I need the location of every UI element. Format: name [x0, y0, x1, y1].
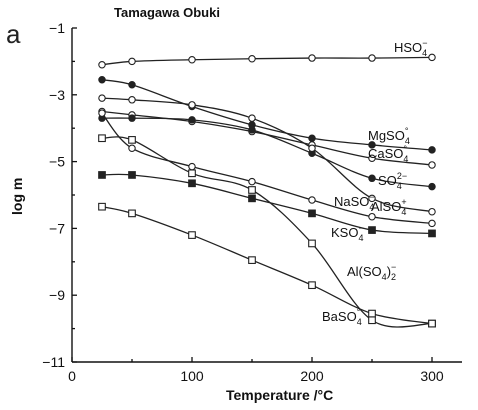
data-point: [368, 309, 376, 318]
data-point: [128, 81, 136, 89]
y-tick-label: −7: [49, 220, 65, 236]
data-point: [428, 53, 436, 62]
y-axis-label: log m: [9, 178, 25, 215]
data-point: [248, 177, 256, 186]
series-points: [98, 53, 436, 328]
series-label-7: Al(SO4)2−: [347, 262, 396, 282]
data-point: [248, 114, 256, 122]
x-tick-label: 100: [180, 368, 204, 384]
data-point: [428, 207, 436, 216]
data-point: [308, 134, 316, 142]
data-point: [428, 182, 436, 191]
data-point: [368, 54, 376, 62]
x-tick-label: 0: [68, 368, 76, 384]
series-label-6: KSO4−: [331, 223, 364, 243]
data-point: [428, 229, 436, 238]
series-label-2: CaSO4°: [368, 144, 408, 164]
series-label-1: MgSO4°: [368, 126, 410, 146]
data-point: [308, 54, 316, 62]
data-point: [428, 319, 436, 328]
data-point: [128, 171, 136, 179]
x-tick-label: 300: [420, 368, 444, 384]
series-label-0: HSO4−: [394, 38, 427, 58]
x-axis-label: Temperature /°C: [226, 387, 333, 403]
x-tick-label: 200: [300, 368, 324, 384]
data-point: [368, 174, 376, 183]
data-point: [188, 169, 196, 178]
data-point: [248, 126, 256, 134]
data-point: [188, 101, 196, 109]
series-label-4: AlSO4+: [371, 197, 407, 217]
data-point: [428, 146, 436, 154]
y-tick-label: −3: [49, 87, 65, 103]
data-point: [248, 54, 256, 63]
chart-title: Tamagawa Obuki: [114, 5, 220, 20]
y-tick-label: −11: [42, 354, 65, 370]
data-point: [248, 194, 256, 203]
y-tick-label: −9: [49, 287, 65, 303]
data-point: [98, 109, 106, 117]
data-point: [308, 144, 316, 152]
data-point: [368, 212, 376, 221]
data-point: [368, 226, 376, 234]
data-point: [308, 209, 316, 218]
data-point: [128, 209, 136, 218]
y-tick-label: −5: [49, 154, 65, 170]
series-line-0: [101, 56, 433, 66]
data-point: [98, 76, 106, 84]
data-point: [98, 171, 106, 179]
data-point: [368, 141, 376, 149]
data-point: [308, 281, 316, 290]
data-point: [428, 219, 436, 228]
data-point: [128, 136, 136, 144]
data-point: [248, 256, 256, 264]
data-point: [308, 239, 316, 248]
data-point: [248, 186, 256, 194]
data-point: [308, 196, 316, 204]
data-point: [128, 144, 136, 152]
data-point: [188, 162, 196, 171]
y-tick-label: −1: [49, 20, 65, 36]
data-point: [98, 60, 106, 69]
series-curves: [101, 56, 433, 328]
axes: 0 100 200 300 −1 −3 −5 −7 −9 −11: [42, 20, 462, 384]
series-label-5: NaSO4−: [334, 192, 375, 212]
data-point: [368, 316, 376, 325]
data-point: [368, 154, 376, 163]
data-point: [368, 194, 376, 203]
data-point: [188, 116, 196, 124]
series-label-8: BaSO4°: [322, 307, 362, 327]
data-point: [128, 114, 136, 122]
data-point: [98, 94, 106, 102]
data-point: [98, 134, 106, 143]
data-point: [128, 57, 136, 66]
series-line-8: [101, 206, 433, 325]
data-point: [188, 55, 196, 64]
data-point: [428, 161, 436, 169]
data-point: [98, 202, 106, 211]
series-label-3: SO42−: [378, 171, 407, 191]
panel-letter: a: [6, 19, 21, 49]
series-labels: HSO4− MgSO4°CaSO4° SO42− AlSO4+NaSO4− KSO4− A…: [322, 38, 427, 327]
data-point: [188, 231, 196, 239]
data-point: [128, 96, 136, 104]
data-point: [188, 179, 196, 188]
